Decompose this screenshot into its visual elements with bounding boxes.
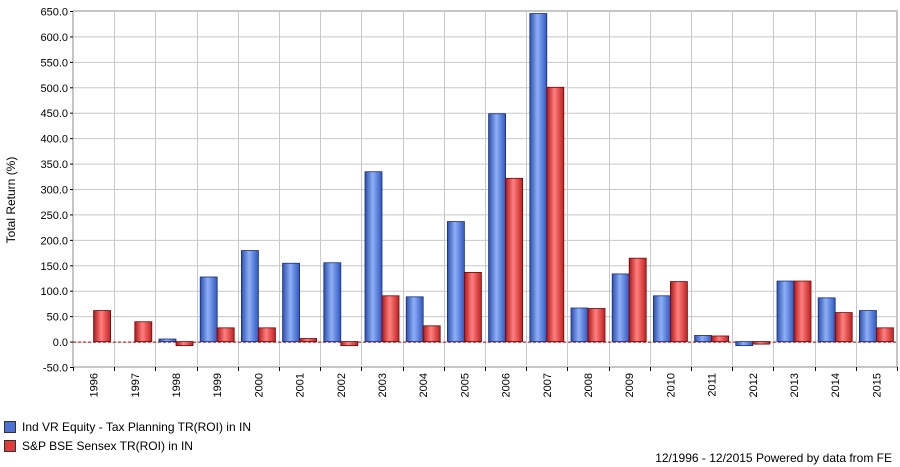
x-tick-label: 2006 [501,373,513,397]
bar-sensex [93,310,111,342]
x-tick-label: 2009 [624,373,636,397]
y-tick-label: 250.0 [40,210,68,222]
y-tick-label: 0.0 [53,337,68,349]
legend-swatch-blue [4,421,16,433]
x-tick-label: 1999 [212,373,224,397]
y-tick-label: 350.0 [40,159,68,171]
bar-sensex [340,341,359,347]
y-tick-label: 500.0 [40,83,68,95]
footer-date-range: 12/1996 - 12/2015 Powered by data from F… [655,451,892,465]
bar-ind-vr-equity [323,262,342,342]
bar-ind-vr-equity [529,13,548,342]
bar-ind-vr-equity [158,338,177,342]
bar-ind-vr-equity [859,310,877,342]
bar-sensex [546,86,565,342]
bar-sensex [752,341,771,345]
bar-ind-vr-equity [611,273,630,342]
y-tick-label: -50.0 [43,363,68,375]
bar-sensex [257,327,276,342]
x-tick-label: 2004 [418,373,430,397]
chart-legend: Ind VR Equity - Tax Planning TR(ROI) in … [4,419,251,457]
bar-ind-vr-equity [364,171,383,342]
y-axis-title: Total Return (%) [4,157,18,244]
y-tick-label: 600.0 [40,32,68,44]
bar-ind-vr-equity [405,296,424,342]
y-tick-label: 200.0 [40,235,68,247]
bar-ind-vr-equity [694,335,712,342]
x-tick-label: 2012 [748,373,760,397]
bar-ind-vr-equity [735,341,754,347]
bar-sensex [381,295,400,342]
chart-grid [72,10,898,368]
bar-ind-vr-equity [240,250,259,342]
legend-item: S&P BSE Sensex TR(ROI) in IN [4,438,251,454]
x-tick-label: 2003 [377,373,389,397]
y-tick-label: 400.0 [40,134,68,146]
chart-axes: 650.0 600.0 550.0 500.0 450.0 400.0 350.0 300.0… [40,7,898,397]
bar-sensex [628,257,647,342]
legend-label: Ind VR Equity - Tax Planning TR(ROI) in … [22,420,251,434]
x-tick-label: 2008 [583,373,595,397]
legend-item: Ind VR Equity - Tax Planning TR(ROI) in … [4,419,251,435]
x-tick-label: 2011 [707,373,719,397]
x-tick-label: 2014 [830,373,842,397]
x-tick-label: 2010 [665,373,677,397]
legend-label: S&P BSE Sensex TR(ROI) in IN [22,439,193,453]
y-tick-label: 150.0 [40,261,68,273]
bar-ind-vr-equity [199,276,218,342]
bar-ind-vr-equity [488,113,507,342]
bar-ind-vr-equity [776,280,795,342]
y-tick-label: 100.0 [40,286,68,298]
legend-swatch-red [4,440,16,452]
bar-sensex [793,280,812,342]
x-tick-label: 1996 [89,373,101,397]
bar-sensex [834,312,853,342]
x-tick-label: 2007 [542,373,554,397]
y-tick-label: 550.0 [40,57,68,69]
bar-sensex [175,341,194,347]
y-tick-label: 650.0 [40,7,68,19]
x-tick-label: 1997 [130,373,142,397]
bar-ind-vr-equity [282,262,301,342]
x-tick-label: 2001 [295,373,307,397]
chart-bars [93,13,894,347]
bar-ind-vr-equity [446,221,465,342]
bar-ind-vr-equity [817,297,836,342]
x-tick-label: 1998 [171,373,183,397]
bar-ind-vr-equity [570,307,589,342]
x-tick-label: 2002 [336,373,348,397]
x-tick-label: 2013 [789,373,801,397]
x-tick-label: 2015 [871,373,883,397]
y-tick-label: 300.0 [40,185,68,197]
bar-sensex [422,325,441,342]
y-tick-label: 50.0 [47,312,68,324]
y-tick-label: 450.0 [40,108,68,120]
bar-ind-vr-equity [653,295,671,342]
x-tick-label: 2005 [459,373,471,397]
bar-sensex [134,321,153,342]
bar-sensex [505,177,524,342]
bar-sensex [670,281,688,342]
bar-sensex [299,338,318,342]
bar-sensex [463,272,482,342]
bar-sensex [587,308,606,342]
bar-sensex [876,327,894,342]
bar-sensex [711,335,729,342]
x-tick-label: 2000 [253,373,265,397]
bar-sensex [216,327,235,342]
